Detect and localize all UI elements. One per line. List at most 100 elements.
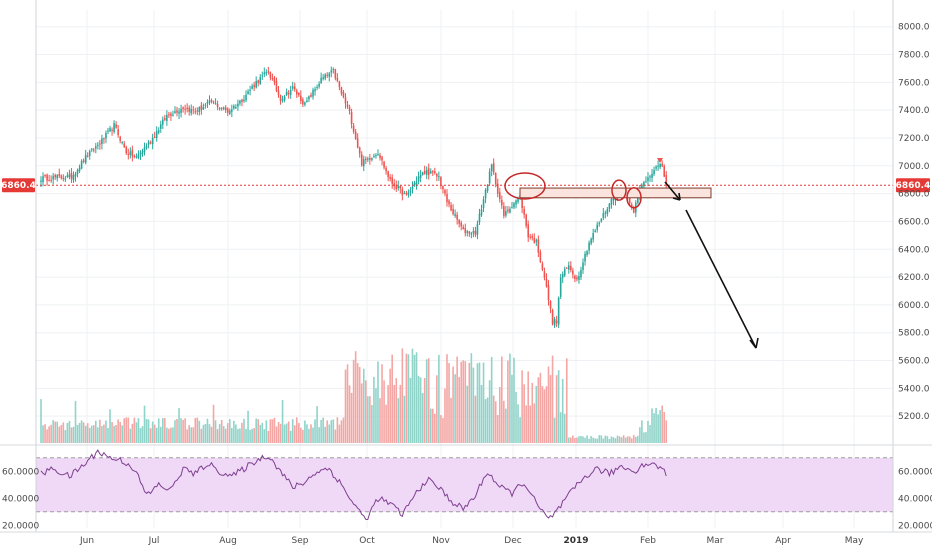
candle-body — [60, 175, 63, 179]
candle-body — [657, 165, 659, 167]
candle-body — [369, 157, 371, 160]
volume-bar — [535, 385, 538, 443]
candle-body — [647, 177, 649, 181]
volume-bar — [206, 418, 209, 443]
current-price-badge-right — [896, 178, 930, 193]
volume-bar — [450, 397, 452, 443]
candle-body — [220, 107, 223, 109]
candle-body — [476, 223, 479, 235]
candle-body — [218, 107, 221, 109]
rsi-tick-label-left: 20.0000 — [2, 521, 39, 531]
volume-bar — [166, 427, 168, 443]
candle-body — [334, 69, 337, 79]
candle-body — [170, 113, 172, 116]
candle-body — [346, 104, 349, 107]
candle-body — [367, 158, 369, 160]
volume-bar — [70, 427, 73, 443]
candle-body — [74, 173, 77, 177]
candle-body — [602, 213, 605, 218]
candle-body — [192, 109, 195, 111]
time-tick-label: Oct — [359, 536, 375, 546]
volume-bar — [356, 363, 359, 443]
volume-bar — [610, 436, 613, 443]
volume-bar — [84, 425, 87, 443]
candle-body — [310, 94, 312, 97]
volume-bar — [188, 425, 190, 443]
candle-body — [243, 99, 245, 102]
volume-bar — [186, 429, 188, 443]
candle-body — [474, 230, 477, 236]
candle-body — [531, 236, 534, 238]
volume-bar — [663, 412, 666, 443]
volume-bar — [162, 418, 164, 443]
candle-body — [456, 214, 458, 220]
volume-bar — [381, 364, 383, 443]
candle-body — [431, 171, 434, 173]
candle-body — [289, 90, 292, 95]
volume-bar — [606, 436, 609, 443]
candle-body — [80, 160, 83, 169]
candle-body — [46, 174, 48, 181]
candle-body — [492, 163, 495, 173]
volume-bar — [399, 384, 402, 443]
candle-body — [338, 81, 341, 87]
candle-body — [117, 129, 119, 136]
volume-bar — [259, 424, 262, 443]
candle-body — [371, 158, 373, 160]
candle-body — [210, 100, 213, 102]
candle-body — [503, 206, 505, 216]
volume-bar — [324, 426, 326, 443]
volume-bar — [612, 437, 615, 443]
volume-bar — [330, 420, 333, 443]
price-tick-label: 7400.0 — [898, 106, 930, 116]
candle-body — [206, 102, 209, 104]
candle-body — [42, 176, 44, 183]
rsi-tick-label-right: 60.0000 — [898, 467, 932, 477]
candle-body — [427, 168, 430, 175]
volume-bar — [578, 436, 580, 443]
volume-bar — [507, 360, 509, 443]
volume-bar — [632, 435, 635, 443]
candle-body — [328, 73, 331, 77]
volume-bar — [293, 425, 296, 443]
volume-bar — [170, 427, 172, 443]
candle-body — [336, 77, 339, 81]
candle-body — [147, 141, 150, 145]
candlesticks — [40, 66, 668, 329]
candle-body — [316, 86, 318, 88]
candle-body — [649, 176, 651, 178]
volume-bar — [196, 417, 199, 443]
rsi-panel — [40, 449, 667, 521]
candle-body — [111, 129, 113, 131]
candle-body — [612, 198, 615, 201]
volume-bar — [54, 421, 57, 443]
volume-bar — [442, 417, 444, 443]
volume-bar — [413, 354, 416, 443]
volume-bar — [220, 419, 223, 443]
volume-bar — [417, 375, 420, 443]
candle-body — [66, 175, 69, 177]
volume-bar — [125, 417, 128, 443]
volume-bar — [503, 400, 505, 443]
volume-bar — [626, 436, 629, 443]
volume-bar — [572, 435, 574, 443]
candle-body — [383, 161, 385, 168]
candle-body — [655, 166, 657, 169]
volume-bar — [231, 427, 233, 443]
candle-body — [64, 178, 67, 180]
time-tick-label: Dec — [504, 536, 521, 546]
candle-body — [413, 183, 416, 186]
candle-body — [198, 106, 201, 113]
candle-body — [482, 199, 485, 209]
volume-bar — [263, 429, 266, 443]
volume-bar — [192, 427, 195, 443]
candle-body — [330, 70, 333, 73]
volume-bar — [168, 428, 170, 443]
candle-body — [377, 154, 379, 156]
volume-bar — [600, 435, 603, 443]
volume-bar — [492, 395, 495, 443]
candle-body — [214, 103, 217, 105]
volume-bar — [285, 423, 288, 443]
candle-body — [608, 203, 611, 209]
